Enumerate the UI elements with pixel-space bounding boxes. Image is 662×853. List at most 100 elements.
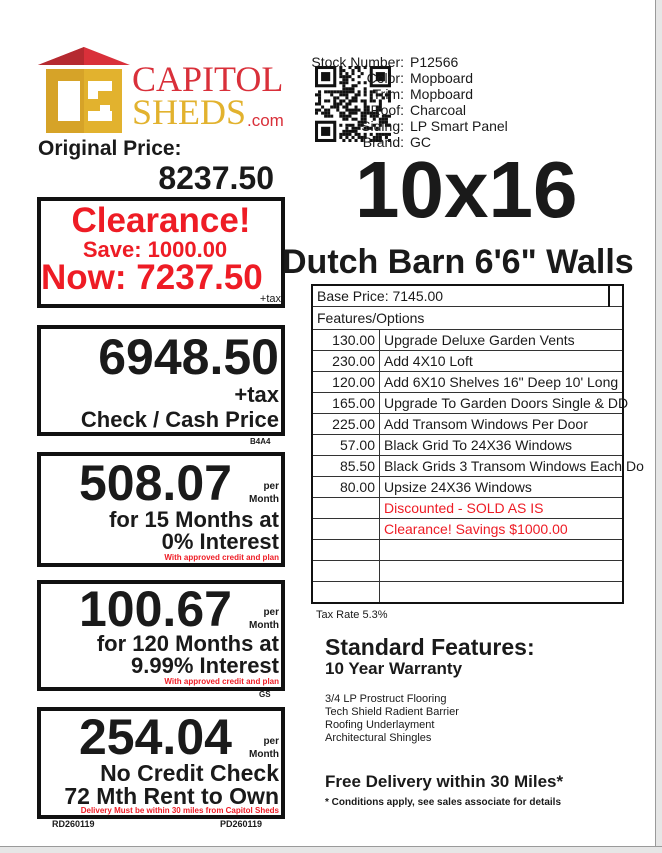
- per-text: per: [263, 736, 279, 747]
- per-text: per: [263, 481, 279, 492]
- rto-code-left: RD260119: [52, 819, 95, 829]
- viewer-edge-right: [655, 0, 662, 852]
- capitol-sheds-logo-icon: [38, 47, 130, 135]
- option-row: 130.00 Upgrade Deluxe Garden Vents: [311, 329, 624, 351]
- option-row: 120.00 Add 6X10 Shelves 16" Deep 10' Long: [311, 371, 624, 393]
- spec-label: Brand:: [362, 134, 404, 150]
- spec-row: Roof: Charcoal: [308, 102, 508, 118]
- option-row: [311, 560, 624, 582]
- option-amount: [311, 539, 380, 561]
- option-description: [379, 560, 624, 582]
- spec-row: Siding: LP Smart Panel: [308, 118, 508, 134]
- spec-row: Brand: GC: [308, 134, 508, 150]
- finance-120-note: With approved credit and plan: [164, 677, 279, 686]
- clearance-save: Save: 1000.00: [82, 237, 228, 262]
- finance-15-note: With approved credit and plan: [164, 553, 279, 562]
- option-row: 85.50 Black Grids 3 Transom Windows Each …: [311, 455, 644, 477]
- base-price-blank-cell: [608, 284, 624, 307]
- shed-model: Dutch Barn 6'6" Walls: [282, 243, 634, 281]
- clearance-box: Clearance! Save: 1000.00 Now: 7237.50 +t…: [37, 197, 285, 308]
- rto-note: Delivery Must be within 30 miles from Ca…: [80, 806, 279, 815]
- base-price-row: Base Price: 7145.00: [311, 284, 624, 307]
- standard-feature-item: Tech Shield Radient Barrier: [325, 706, 459, 718]
- base-price: Base Price: 7145.00: [311, 284, 610, 307]
- option-amount: 57.00: [311, 434, 380, 456]
- option-row: 57.00 Black Grid To 24X36 Windows: [311, 434, 624, 456]
- option-description: Upgrade To Garden Doors Single & DD: [379, 392, 628, 414]
- spec-row: Trim: Mopboard: [308, 86, 508, 102]
- option-amount: [311, 518, 380, 540]
- option-description: Add 4X10 Loft: [379, 350, 624, 372]
- options-header-row: Features/Options: [311, 306, 624, 330]
- option-row: [311, 581, 624, 604]
- finance-code: GS: [259, 690, 271, 699]
- spec-label: Color:: [366, 70, 404, 86]
- original-price-value: 8237.50: [158, 160, 274, 196]
- standard-feature-item: Architectural Shingles: [325, 732, 432, 744]
- cash-price-tax: +tax: [234, 382, 279, 407]
- clearance-title: Clearance!: [71, 201, 251, 240]
- spec-value: Mopboard: [410, 86, 474, 102]
- rto-per-month: per Month: [249, 735, 279, 761]
- spec-value: GC: [410, 134, 431, 150]
- option-amount: 230.00: [311, 350, 380, 372]
- rto-line1: No Credit Check: [100, 760, 279, 786]
- option-description: Clearance! Savings $1000.00: [379, 518, 624, 540]
- logo-text-sheds: SHEDS: [132, 92, 247, 132]
- option-row: 225.00 Add Transom Windows Per Door: [311, 413, 624, 435]
- option-amount: [311, 581, 380, 604]
- logo-text-com: .com: [247, 111, 284, 130]
- spec-label: Siding:: [361, 118, 404, 134]
- shed-size: 10x16: [355, 145, 578, 234]
- option-description: Add 6X10 Shelves 16" Deep 10' Long: [379, 371, 624, 393]
- option-amount: 130.00: [311, 329, 380, 351]
- logo-text-capitol: CAPITOL: [132, 59, 284, 99]
- finance-120-per-month: per Month: [249, 606, 279, 632]
- option-description: [379, 539, 624, 561]
- spec-value: P12566: [410, 54, 459, 70]
- clearance-now-price: Now: 7237.50: [41, 258, 263, 297]
- option-amount: 120.00: [311, 371, 380, 393]
- finance-15-line1: for 15 Months at: [109, 507, 279, 532]
- warranty: 10 Year Warranty: [325, 659, 463, 678]
- option-description: Black Grids 3 Transom Windows Each Do: [379, 455, 644, 477]
- viewer-edge-bottom: [0, 846, 662, 853]
- month-text: Month: [249, 620, 279, 631]
- option-amount: 225.00: [311, 413, 380, 435]
- standard-features-title: Standard Features:: [325, 634, 535, 660]
- spec-value: Mopboard: [410, 70, 474, 86]
- option-row: 230.00 Add 4X10 Loft: [311, 350, 624, 372]
- spec-value: LP Smart Panel: [410, 118, 508, 134]
- spec-label: Roof:: [370, 102, 404, 118]
- month-text: Month: [249, 749, 279, 760]
- spec-list: Stock Number: P12566 Color: Mopboard Trim: Mo…: [308, 54, 508, 150]
- options-header: Features/Options: [311, 306, 624, 330]
- option-row: Discounted - SOLD AS IS: [311, 497, 624, 519]
- cash-price-label: Check / Cash Price: [80, 407, 279, 432]
- tax-rate: Tax Rate 5.3%: [316, 609, 388, 621]
- finance-120-line2: 9.99% Interest: [131, 653, 279, 678]
- option-description: Upgrade Deluxe Garden Vents: [379, 329, 624, 351]
- per-text: per: [263, 607, 279, 618]
- option-description: Add Transom Windows Per Door: [379, 413, 624, 435]
- spec-label: Stock Number:: [311, 54, 404, 70]
- option-row: 80.00 Upsize 24X36 Windows: [311, 476, 624, 498]
- clearance-tax: +tax: [259, 293, 281, 305]
- spec-label: Trim:: [372, 86, 404, 102]
- option-amount: 80.00: [311, 476, 380, 498]
- original-price-label: Original Price:: [38, 137, 182, 160]
- finance-120-box: 100.67 per Month for 120 Months at 9.99% …: [37, 580, 285, 691]
- finance-120-line1: for 120 Months at: [96, 631, 279, 656]
- rto-line2: 72 Mth Rent to Own: [64, 783, 279, 809]
- free-delivery: Free Delivery within 30 Miles*: [325, 772, 564, 791]
- option-row: 165.00 Upgrade To Garden Doors Single & D…: [311, 392, 628, 414]
- cash-price-box: 6948.50 +tax Check / Cash Price: [37, 325, 285, 436]
- conditions-note: * Conditions apply, see sales associate …: [325, 797, 562, 808]
- month-text: Month: [249, 494, 279, 505]
- option-row: Clearance! Savings $1000.00: [311, 518, 624, 540]
- option-amount: [311, 497, 380, 519]
- option-amount: 85.50: [311, 455, 380, 477]
- option-description: Black Grid To 24X36 Windows: [379, 434, 624, 456]
- rto-code-right: PD260119: [220, 819, 263, 829]
- option-row: [311, 539, 624, 561]
